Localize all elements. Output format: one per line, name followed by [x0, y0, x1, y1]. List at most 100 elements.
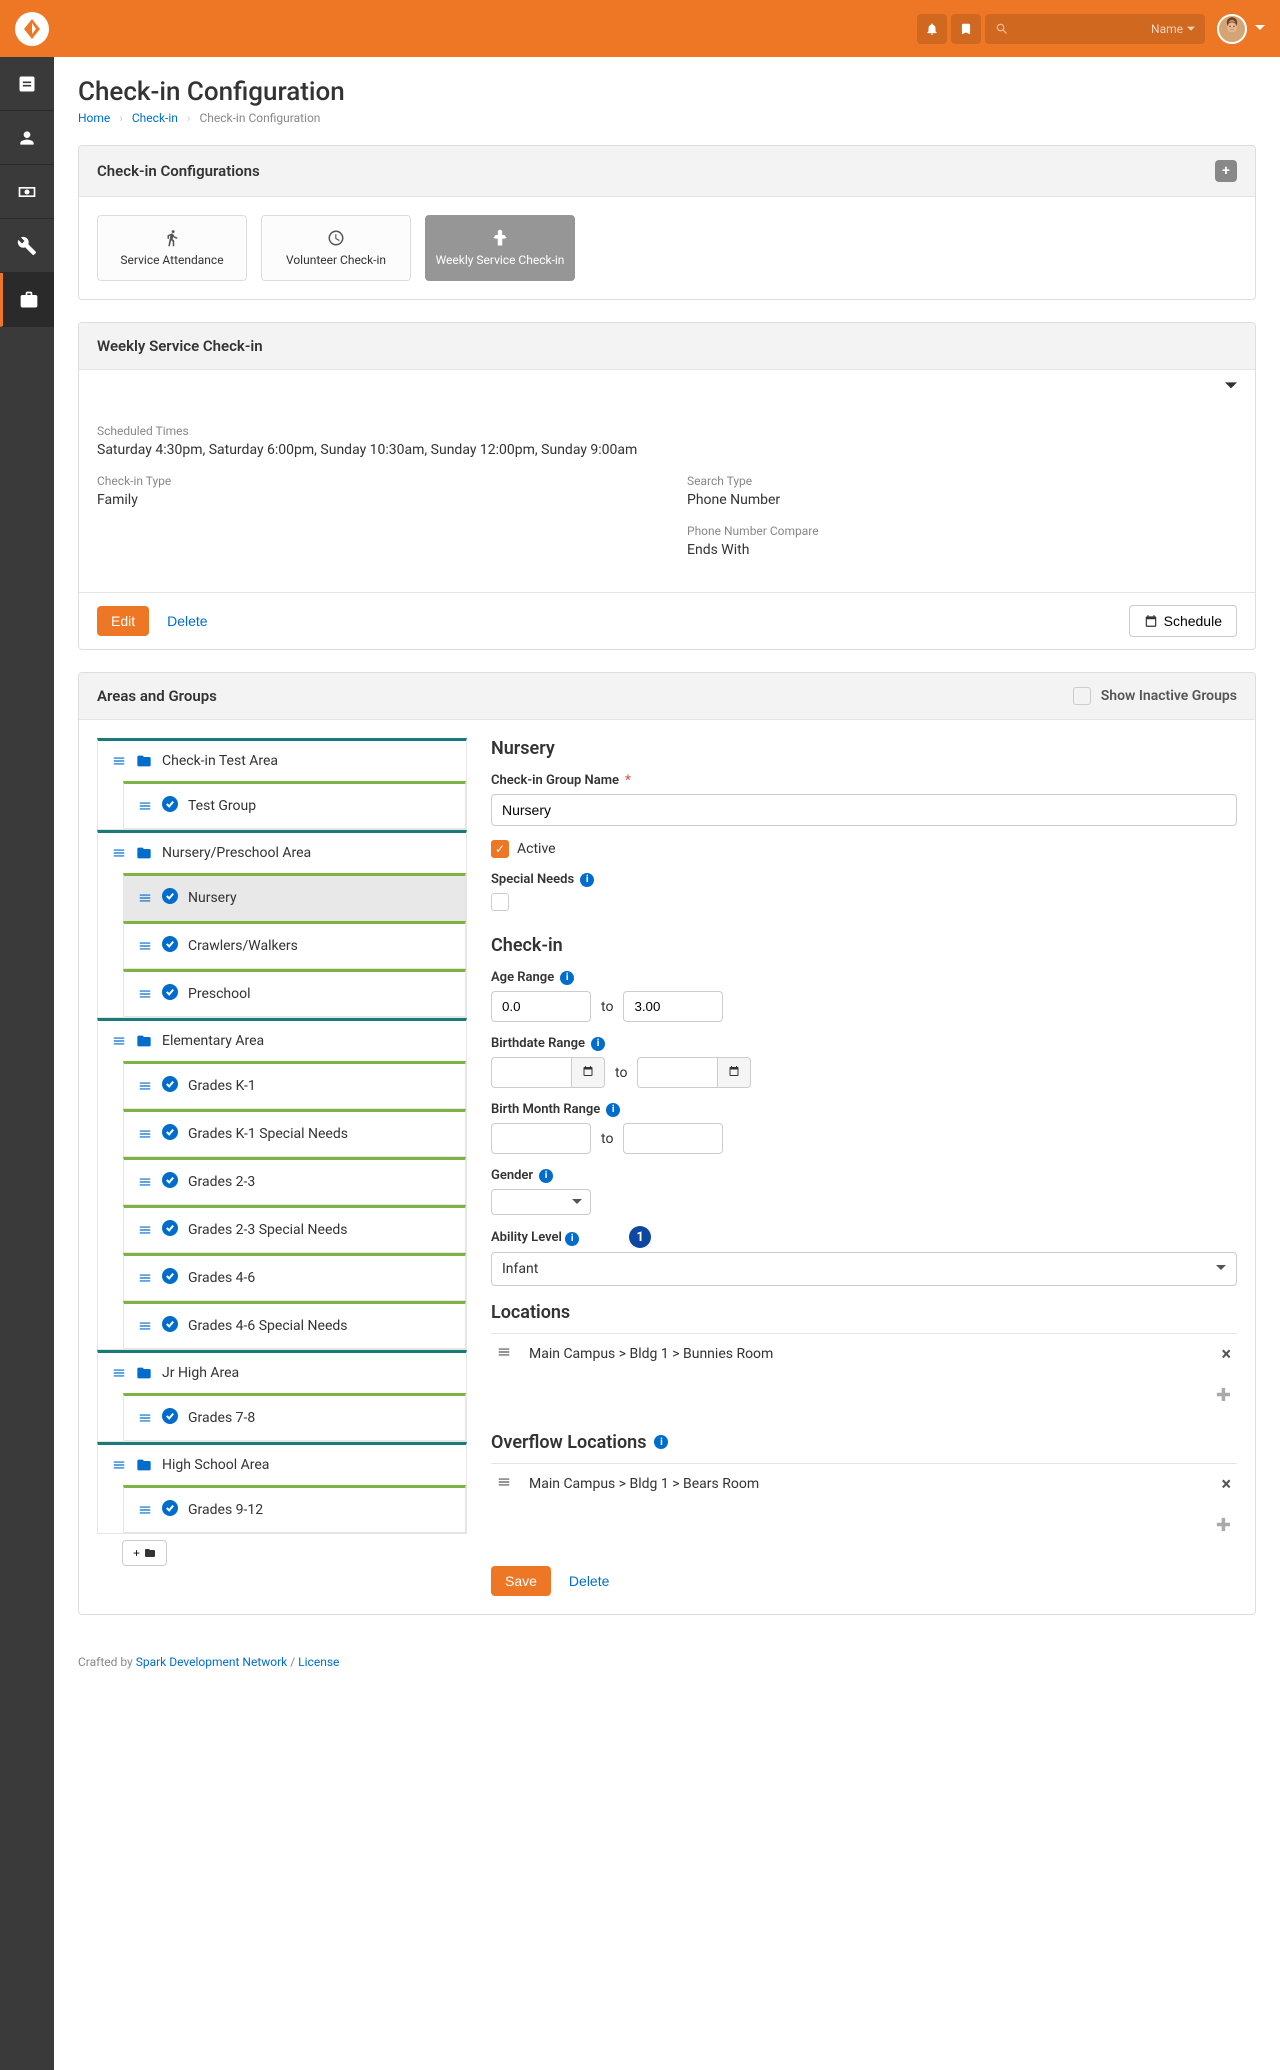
config-card[interactable]: Weekly Service Check-in: [425, 215, 575, 281]
tree-group-row[interactable]: Grades 2-3 Special Needs: [124, 1208, 465, 1252]
add-overflow-location-button[interactable]: ✚: [491, 1505, 1237, 1546]
drag-handle-icon[interactable]: [112, 1458, 126, 1472]
tree-group-row[interactable]: Crawlers/Walkers: [124, 924, 465, 968]
tree-group-row[interactable]: Nursery: [124, 876, 465, 920]
age-from-input[interactable]: [491, 991, 591, 1022]
tree-group-row[interactable]: Test Group: [124, 784, 465, 828]
tree-area-row[interactable]: Elementary Area: [98, 1021, 466, 1061]
drag-handle-icon[interactable]: [112, 846, 126, 860]
drag-handle-icon[interactable]: [112, 1034, 126, 1048]
sidebar-item-page[interactable]: [0, 57, 54, 111]
drag-handle-icon[interactable]: [138, 1503, 152, 1517]
sidebar: [0, 57, 54, 2070]
birthmonth-to-input[interactable]: [623, 1123, 723, 1154]
tree-group-row[interactable]: Grades 4-6: [124, 1256, 465, 1300]
ability-info-icon[interactable]: i: [565, 1232, 579, 1246]
collapse-toggle[interactable]: [1207, 370, 1255, 406]
tree-area-row[interactable]: Check-in Test Area: [98, 741, 466, 781]
tree-group-row[interactable]: Grades K-1 Special Needs: [124, 1112, 465, 1156]
tree-group-row[interactable]: Grades K-1: [124, 1064, 465, 1108]
drag-handle-icon[interactable]: [138, 891, 152, 905]
special-needs-checkbox[interactable]: [491, 893, 509, 911]
tree-group-label: Grades 2-3: [188, 1174, 255, 1190]
birthdate-from-picker[interactable]: [571, 1057, 605, 1088]
footer-license-link[interactable]: License: [298, 1655, 339, 1669]
edit-button[interactable]: Edit: [97, 606, 149, 636]
gender-info-icon[interactable]: i: [539, 1169, 553, 1183]
overflow-location-row: Main Campus > Bldg 1 > Bears Room ×: [491, 1463, 1237, 1505]
folder-icon: [136, 845, 152, 861]
drag-handle-icon[interactable]: [138, 1127, 152, 1141]
add-config-button[interactable]: +: [1215, 160, 1237, 182]
tree-area-row[interactable]: Nursery/Preschool Area: [98, 833, 466, 873]
drag-handle-icon[interactable]: [138, 987, 152, 1001]
birthmonth-info-icon[interactable]: i: [606, 1103, 620, 1117]
config-card[interactable]: Volunteer Check-in: [261, 215, 411, 281]
sidebar-item-money[interactable]: [0, 165, 54, 219]
age-to-input[interactable]: [623, 991, 723, 1022]
drag-handle-icon[interactable]: [138, 1271, 152, 1285]
tree-area-label: Elementary Area: [162, 1033, 264, 1049]
drag-handle-icon[interactable]: [138, 1079, 152, 1093]
main-content: Check-in Configuration Home › Check-in ›…: [54, 57, 1280, 2070]
location-remove-button[interactable]: ×: [1221, 1344, 1231, 1365]
breadcrumb-home[interactable]: Home: [78, 111, 110, 125]
sidebar-item-wrench[interactable]: [0, 219, 54, 273]
location-drag-handle[interactable]: [497, 1345, 511, 1363]
delete-group-button[interactable]: Delete: [569, 1573, 609, 1589]
drag-handle-icon[interactable]: [112, 1366, 126, 1380]
save-button[interactable]: Save: [491, 1566, 551, 1596]
delete-config-button[interactable]: Delete: [167, 613, 207, 629]
footer-spark-link[interactable]: Spark Development Network: [136, 1655, 288, 1669]
birthdate-to-picker[interactable]: [717, 1057, 751, 1088]
birthdate-to-input[interactable]: [637, 1057, 717, 1088]
overflow-remove-button[interactable]: ×: [1221, 1474, 1231, 1495]
gender-select[interactable]: [491, 1189, 591, 1215]
birthdate-from-input[interactable]: [491, 1057, 571, 1088]
user-menu-toggle[interactable]: [1255, 21, 1265, 37]
group-name-input[interactable]: [491, 794, 1237, 826]
tree-area-row[interactable]: High School Area: [98, 1445, 466, 1485]
tree-group-row[interactable]: Grades 7-8: [124, 1396, 465, 1440]
check-icon: [162, 1408, 178, 1428]
drag-handle-icon[interactable]: [112, 754, 126, 768]
logo[interactable]: [15, 12, 49, 46]
ability-select[interactable]: Infant: [491, 1252, 1237, 1286]
add-location-button[interactable]: ✚: [491, 1375, 1237, 1416]
notifications-button[interactable]: [917, 14, 947, 44]
callout-badge: 1: [629, 1226, 651, 1248]
overflow-drag-handle[interactable]: [497, 1475, 511, 1493]
breadcrumb: Home › Check-in › Check-in Configuration: [78, 111, 1256, 125]
sidebar-item-toolbox[interactable]: [0, 273, 54, 327]
drag-handle-icon[interactable]: [138, 939, 152, 953]
drag-handle-icon[interactable]: [138, 1411, 152, 1425]
active-checkbox[interactable]: ✓: [491, 840, 509, 858]
show-inactive-checkbox[interactable]: [1073, 687, 1091, 705]
tree-group-row[interactable]: Grades 4-6 Special Needs: [124, 1304, 465, 1348]
special-needs-info-icon[interactable]: i: [580, 873, 594, 887]
bookmark-button[interactable]: [951, 14, 981, 44]
search-type-label[interactable]: Name: [1151, 22, 1195, 36]
tree-group-label: Grades 4-6: [188, 1270, 255, 1286]
drag-handle-icon[interactable]: [138, 1223, 152, 1237]
schedule-button[interactable]: Schedule: [1129, 605, 1237, 637]
drag-handle-icon[interactable]: [138, 799, 152, 813]
tree-group-row[interactable]: Grades 2-3: [124, 1160, 465, 1204]
config-card[interactable]: Service Attendance: [97, 215, 247, 281]
add-area-button[interactable]: +: [122, 1540, 167, 1566]
tree-group-row[interactable]: Grades 9-12: [124, 1488, 465, 1532]
birthmonth-from-input[interactable]: [491, 1123, 591, 1154]
drag-handle-icon[interactable]: [138, 1319, 152, 1333]
birthdate-info-icon[interactable]: i: [591, 1037, 605, 1051]
overflow-info-icon[interactable]: i: [654, 1435, 668, 1449]
tree-group-label: Grades K-1 Special Needs: [188, 1126, 348, 1142]
drag-handle-icon[interactable]: [138, 1175, 152, 1189]
age-range-info-icon[interactable]: i: [560, 971, 574, 985]
areas-panel: Areas and Groups Show Inactive Groups Ch…: [78, 672, 1256, 1615]
sidebar-item-person[interactable]: [0, 111, 54, 165]
search-bar[interactable]: Name: [985, 14, 1205, 44]
breadcrumb-checkin[interactable]: Check-in: [132, 111, 178, 125]
tree-group-row[interactable]: Preschool: [124, 972, 465, 1016]
tree-area-row[interactable]: Jr High Area: [98, 1353, 466, 1393]
user-avatar[interactable]: [1217, 14, 1247, 44]
